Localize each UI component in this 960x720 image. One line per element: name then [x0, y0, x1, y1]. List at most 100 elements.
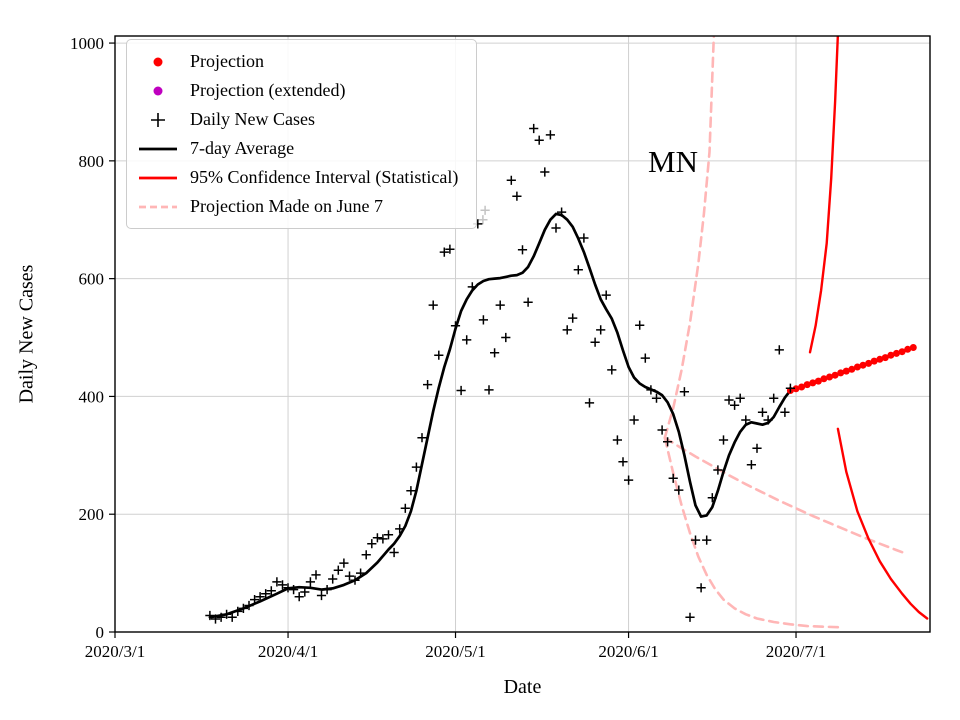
daily-cases-marker: [579, 233, 589, 243]
line-swatch-icon: [139, 147, 177, 150]
projection-dot: [798, 383, 806, 391]
daily-cases-marker: [534, 135, 544, 145]
seven-day-average-line: [208, 212, 792, 619]
projection-dot: [898, 348, 906, 356]
projection-dot: [881, 354, 889, 362]
daily-cases-marker: [640, 353, 650, 363]
daily-cases-marker: [272, 577, 282, 587]
daily-cases-marker: [411, 462, 421, 472]
daily-cases-marker: [400, 503, 410, 513]
daily-cases-marker: [216, 612, 226, 622]
daily-cases-marker: [339, 558, 349, 568]
projection-dot: [865, 359, 873, 367]
daily-cases-marker: [651, 393, 662, 403]
daily-cases-marker: [506, 175, 516, 185]
daily-cases-marker: [674, 485, 684, 495]
projection-dot: [837, 369, 845, 377]
daily-cases-marker: [456, 385, 466, 396]
daily-cases-marker: [311, 570, 321, 580]
legend-item: 95% Confidence Interval (Statistical): [137, 165, 458, 190]
legend-item: Projection (extended): [137, 78, 458, 103]
daily-cases-marker: [328, 574, 338, 584]
y-tick-label: 600: [79, 270, 105, 289]
projection-dot: [814, 377, 822, 385]
daily-cases-marker: [333, 565, 343, 575]
legend-item: Projection: [137, 49, 458, 74]
daily-cases-marker: [646, 385, 656, 395]
daily-cases-marker: [657, 425, 667, 435]
daily-cases-marker: [423, 380, 433, 390]
projection-dot: [876, 355, 884, 363]
projection-dot: [848, 365, 856, 373]
daily-cases-marker: [484, 385, 494, 395]
daily-cases-marker: [322, 585, 332, 595]
projection-dot: [853, 363, 861, 371]
y-tick-label: 0: [96, 623, 105, 642]
daily-cases-marker: [495, 300, 505, 310]
daily-cases-marker: [434, 350, 444, 360]
daily-cases-marker: [529, 123, 539, 134]
legend-item: 7-day Average: [137, 136, 458, 161]
daily-cases-marker: [344, 571, 355, 581]
daily-cases-marker: [255, 592, 265, 602]
ci-upper-line: [808, 36, 840, 354]
daily-cases-marker: [367, 539, 377, 549]
ci-lower-line: [836, 427, 929, 620]
legend-label: 7-day Average: [190, 138, 295, 158]
daily-cases-marker: [450, 321, 461, 331]
y-tick-label: 800: [79, 152, 105, 171]
daily-cases-marker: [696, 583, 706, 593]
daily-cases-marker: [210, 614, 221, 624]
daily-cases-marker: [445, 244, 455, 254]
x-tick-label: 2020/3/1: [85, 642, 145, 661]
daily-cases-marker: [551, 223, 561, 233]
daily-cases-marker: [679, 387, 689, 397]
daily-cases-marker: [406, 486, 416, 496]
daily-cases-marker: [395, 524, 405, 534]
daily-cases-marker: [266, 586, 276, 596]
ghost-cases-marker: [478, 215, 488, 225]
daily-cases-marker: [735, 393, 745, 403]
projection-dot: [870, 357, 878, 365]
daily-cases-marker: [557, 207, 567, 217]
daily-cases-marker: [540, 167, 550, 177]
projection-dot: [842, 367, 850, 375]
daily-cases-marker: [294, 592, 304, 602]
projection-dot: [826, 373, 833, 381]
daily-cases-marker: [573, 265, 583, 275]
daily-cases-marker: [774, 345, 784, 355]
y-tick-label: 400: [79, 387, 105, 406]
daily-cases-marker: [584, 398, 595, 408]
daily-cases-marker: [702, 535, 712, 545]
june7-projection-line: [663, 436, 909, 556]
legend-label: Projection Made on June 7: [190, 196, 383, 216]
projection-dot: [887, 351, 895, 359]
daily-cases-marker: [568, 313, 578, 323]
daily-cases-marker: [663, 437, 673, 447]
daily-cases-marker: [490, 348, 500, 358]
ghost-cases-marker: [480, 205, 490, 215]
projection-dot: [859, 361, 867, 369]
daily-cases-marker: [227, 612, 237, 622]
daily-cases-marker: [417, 433, 427, 443]
daily-cases-marker: [238, 603, 248, 613]
daily-cases-marker: [590, 337, 600, 347]
daily-cases-marker: [439, 247, 449, 257]
state-annotation: MN: [648, 144, 698, 179]
daily-cases-marker: [356, 568, 366, 578]
daily-cases-marker: [289, 585, 299, 595]
x-tick-label: 2020/6/1: [598, 642, 658, 661]
daily-cases-marker: [283, 583, 293, 593]
daily-cases-marker: [233, 606, 243, 616]
legend-item: Projection Made on June 7: [137, 194, 458, 219]
projection-dot: [792, 385, 800, 393]
line-swatch-icon: [139, 176, 177, 179]
legend-label: Daily New Cases: [190, 109, 315, 129]
legend: Projection Projection (extended) Daily New…: [126, 39, 478, 229]
daily-cases-marker: [596, 325, 606, 335]
x-tick-label: 2020/4/1: [258, 642, 318, 661]
projection-dot: [803, 381, 811, 389]
x-tick-label: 2020/7/1: [766, 642, 826, 661]
dot-swatch-icon: [153, 86, 163, 95]
